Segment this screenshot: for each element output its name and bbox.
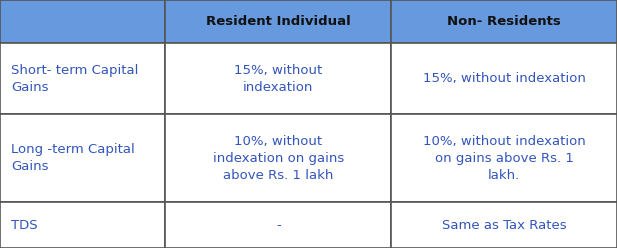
Bar — [0, 114, 165, 202]
Bar — [0, 0, 165, 43]
Bar — [165, 43, 391, 114]
Bar — [165, 202, 391, 248]
Bar — [165, 0, 391, 43]
Text: 10%, without
indexation on gains
above Rs. 1 lakh: 10%, without indexation on gains above R… — [213, 135, 344, 182]
Bar — [0, 202, 165, 248]
Text: TDS: TDS — [11, 218, 38, 232]
Text: Resident Individual: Resident Individual — [206, 15, 350, 28]
Text: 15%, without
indexation: 15%, without indexation — [234, 64, 323, 94]
Bar — [165, 114, 391, 202]
Text: Same as Tax Rates: Same as Tax Rates — [442, 218, 566, 232]
Text: Long -term Capital
Gains: Long -term Capital Gains — [11, 143, 135, 173]
Bar — [391, 43, 617, 114]
Text: Short- term Capital
Gains: Short- term Capital Gains — [11, 64, 138, 94]
Bar — [391, 202, 617, 248]
Bar — [391, 114, 617, 202]
Text: Non- Residents: Non- Residents — [447, 15, 561, 28]
Text: 10%, without indexation
on gains above Rs. 1
lakh.: 10%, without indexation on gains above R… — [423, 135, 586, 182]
Bar — [0, 43, 165, 114]
Bar — [391, 0, 617, 43]
Text: -: - — [276, 218, 281, 232]
Text: 15%, without indexation: 15%, without indexation — [423, 72, 586, 85]
